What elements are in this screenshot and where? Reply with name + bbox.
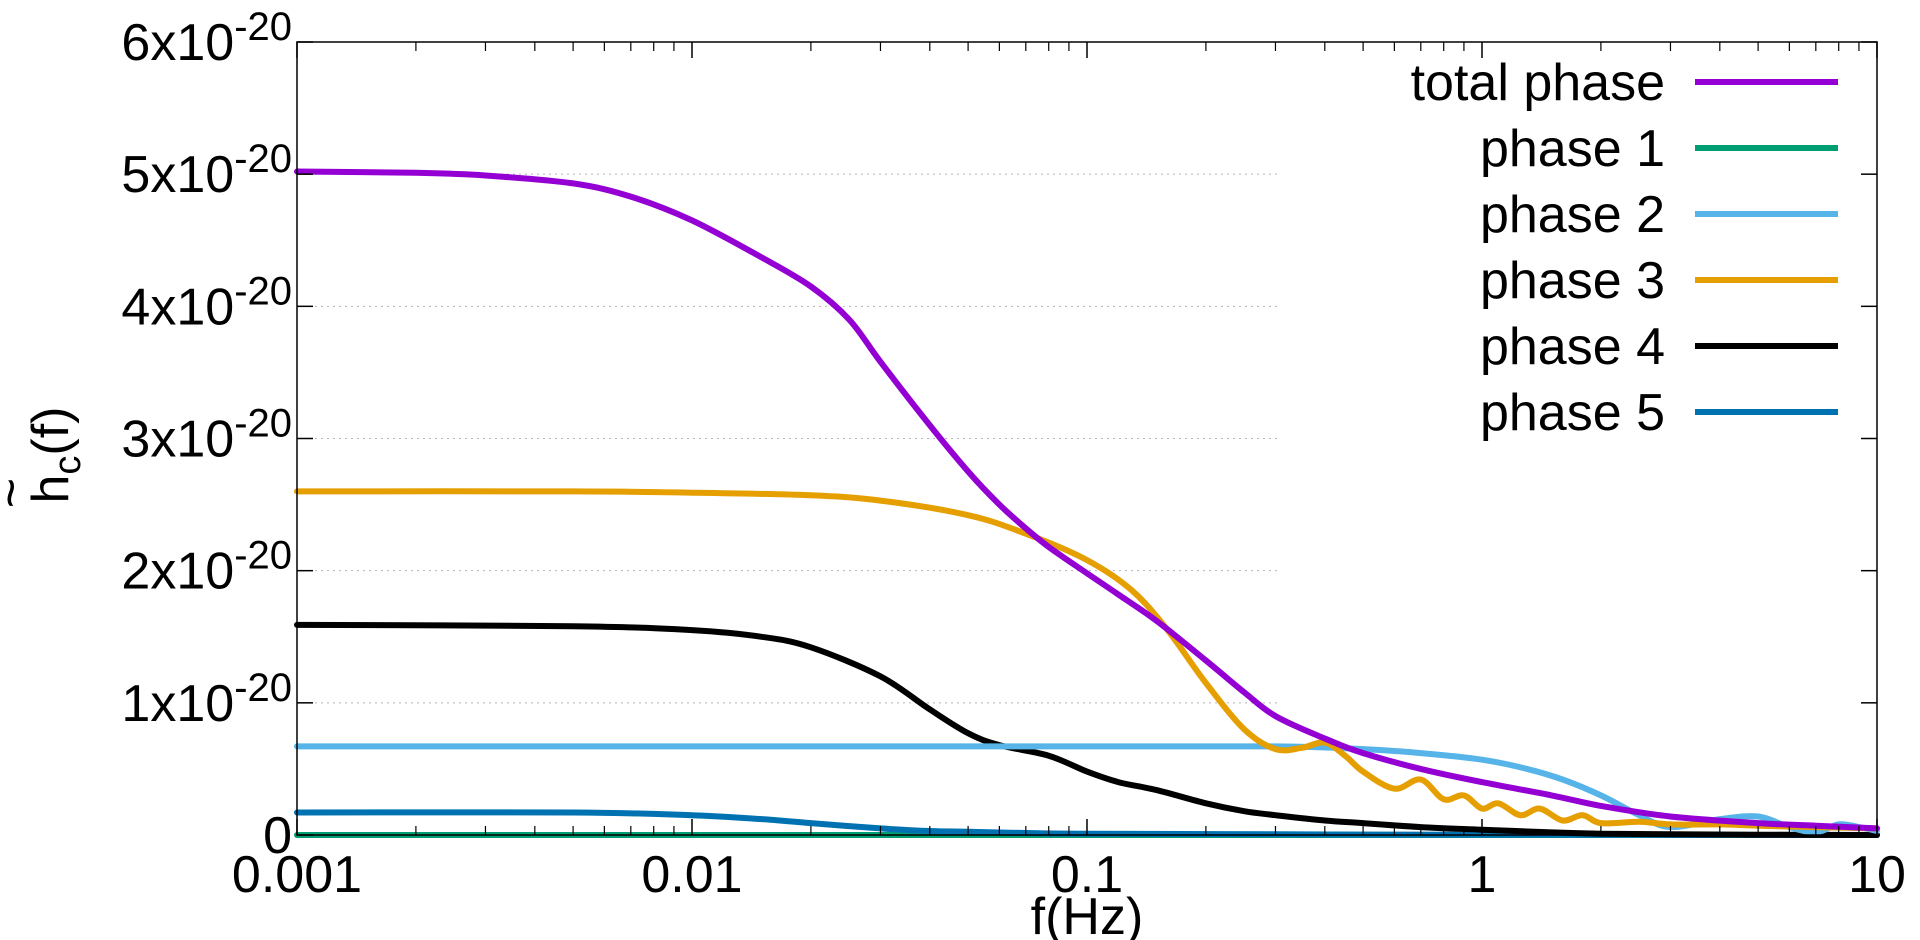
y-axis-label-tilde: ~ xyxy=(0,478,40,508)
axis-ticks: 0.001 0.01 0.1 1 10 0 1x10-20 2x10-20 3x10-20 4x1… xyxy=(121,5,1906,904)
x-tick-label: 0.001 xyxy=(232,846,362,904)
y-tick-label: 4x10-20 xyxy=(121,269,292,336)
y-tick-label: 3x10-20 xyxy=(121,402,292,469)
x-tick-label: 1 xyxy=(1468,846,1497,904)
y-tick-label: 2x10-20 xyxy=(121,534,292,601)
y-axis-label: hc(f)~ xyxy=(0,406,89,508)
series-line-phase-4 xyxy=(294,621,1880,838)
series-line-phase-3 xyxy=(294,488,1880,832)
x-axis-label: f(Hz) xyxy=(1031,888,1144,940)
y-tick-label: 0 xyxy=(263,807,292,865)
y-tick-label: 6x10-20 xyxy=(121,5,292,72)
series-line-phase-2 xyxy=(294,743,1880,836)
series-line-total-phase xyxy=(294,168,1880,832)
legend-label-phase-2: phase 2 xyxy=(1480,186,1665,244)
x-tick-label: 10 xyxy=(1848,846,1906,904)
y-tick-label: 1x10-20 xyxy=(121,666,292,733)
y-axis-label-text: hc(f) xyxy=(22,406,89,503)
legend-label-phase-3: phase 3 xyxy=(1480,252,1665,310)
legend-label-phase-1: phase 1 xyxy=(1480,120,1665,178)
legend: total phase phase 1 phase 2 phase 3 phase 4 p… xyxy=(1411,54,1838,442)
y-tick-label: 5x10-20 xyxy=(121,137,292,204)
x-tick-label: 0.01 xyxy=(641,846,742,904)
legend-label-phase-5: phase 5 xyxy=(1480,384,1665,442)
x-tick-label: 0.1 xyxy=(1051,846,1123,904)
legend-label-total-phase: total phase xyxy=(1411,54,1665,112)
legend-label-phase-4: phase 4 xyxy=(1480,318,1665,376)
